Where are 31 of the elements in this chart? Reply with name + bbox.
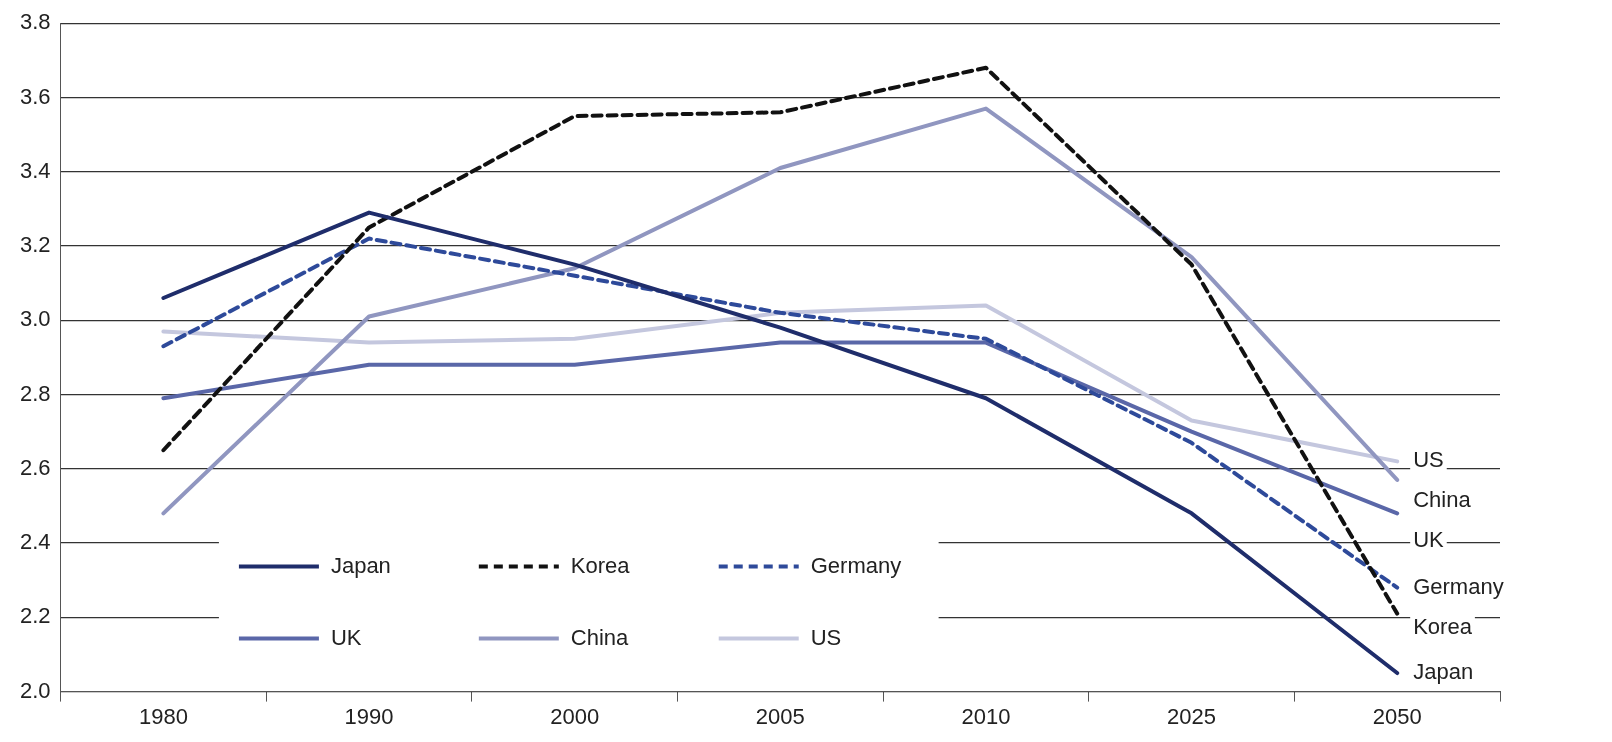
x-tick-label: 2010 [961, 703, 1011, 729]
text: Germany [1413, 573, 1504, 599]
text: US [1413, 447, 1444, 473]
y-tick-label: 3.6 [19, 83, 51, 109]
x-tick-label: 2000 [550, 703, 600, 729]
x-tick-label: 2050 [1372, 703, 1422, 729]
x-tick-label: 2005 [755, 703, 805, 729]
text: Japan [1413, 659, 1474, 685]
y-tick-label: 3.0 [19, 306, 51, 332]
legend-label: US [810, 624, 842, 650]
y-tick-label: 2.8 [19, 380, 51, 406]
text: China [1413, 487, 1471, 513]
y-tick-label: 2.6 [19, 454, 51, 480]
y-tick-label: 3.2 [19, 232, 51, 258]
text: Korea [1413, 613, 1472, 639]
x-tick-label: 1990 [344, 703, 394, 729]
x-tick-label: 2025 [1167, 703, 1217, 729]
legend-label: Japan [330, 552, 391, 578]
y-tick-label: 2.4 [19, 529, 51, 555]
y-tick-label: 3.4 [19, 157, 51, 183]
legend-label: China [570, 624, 630, 650]
y-tick-label: 2.2 [19, 603, 51, 629]
text: UK [1413, 527, 1444, 553]
line-series [161, 236, 1400, 590]
line-series [161, 65, 1400, 616]
legend-label: Korea [570, 552, 631, 578]
y-tick-label: 3.8 [19, 9, 51, 35]
x-tick-label: 1980 [138, 703, 188, 729]
legend-label: Germany [810, 552, 902, 578]
y-tick-label: 2.0 [19, 677, 51, 703]
legend-label: UK [330, 624, 362, 650]
